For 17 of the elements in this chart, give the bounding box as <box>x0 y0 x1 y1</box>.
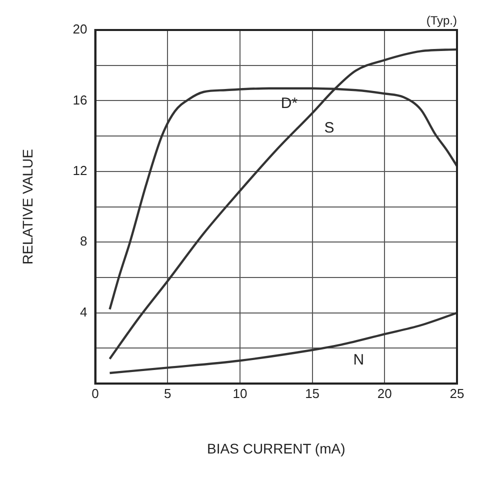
series-label: N <box>353 351 364 368</box>
y-tick-label: 4 <box>80 304 88 320</box>
x-tick-label: 15 <box>305 386 320 401</box>
x-tick-label: 20 <box>377 386 392 401</box>
y-tick-label: 12 <box>72 163 88 178</box>
x-tick-label: 25 <box>450 386 464 401</box>
y-tick-label: 8 <box>80 234 88 249</box>
series-label: S <box>324 120 334 137</box>
y-axis-title: RELATIVE VALUE <box>19 149 36 265</box>
x-tick-label: 0 <box>92 386 99 401</box>
y-tick-label: 20 <box>72 22 88 37</box>
y-tick-label: 16 <box>72 92 88 108</box>
x-tick-label: 5 <box>164 386 172 401</box>
x-axis-title: BIAS CURRENT (mA) <box>207 440 346 456</box>
x-tick-label: 10 <box>232 386 248 401</box>
line-series <box>108 312 457 374</box>
text: (Typ.) <box>426 13 457 28</box>
